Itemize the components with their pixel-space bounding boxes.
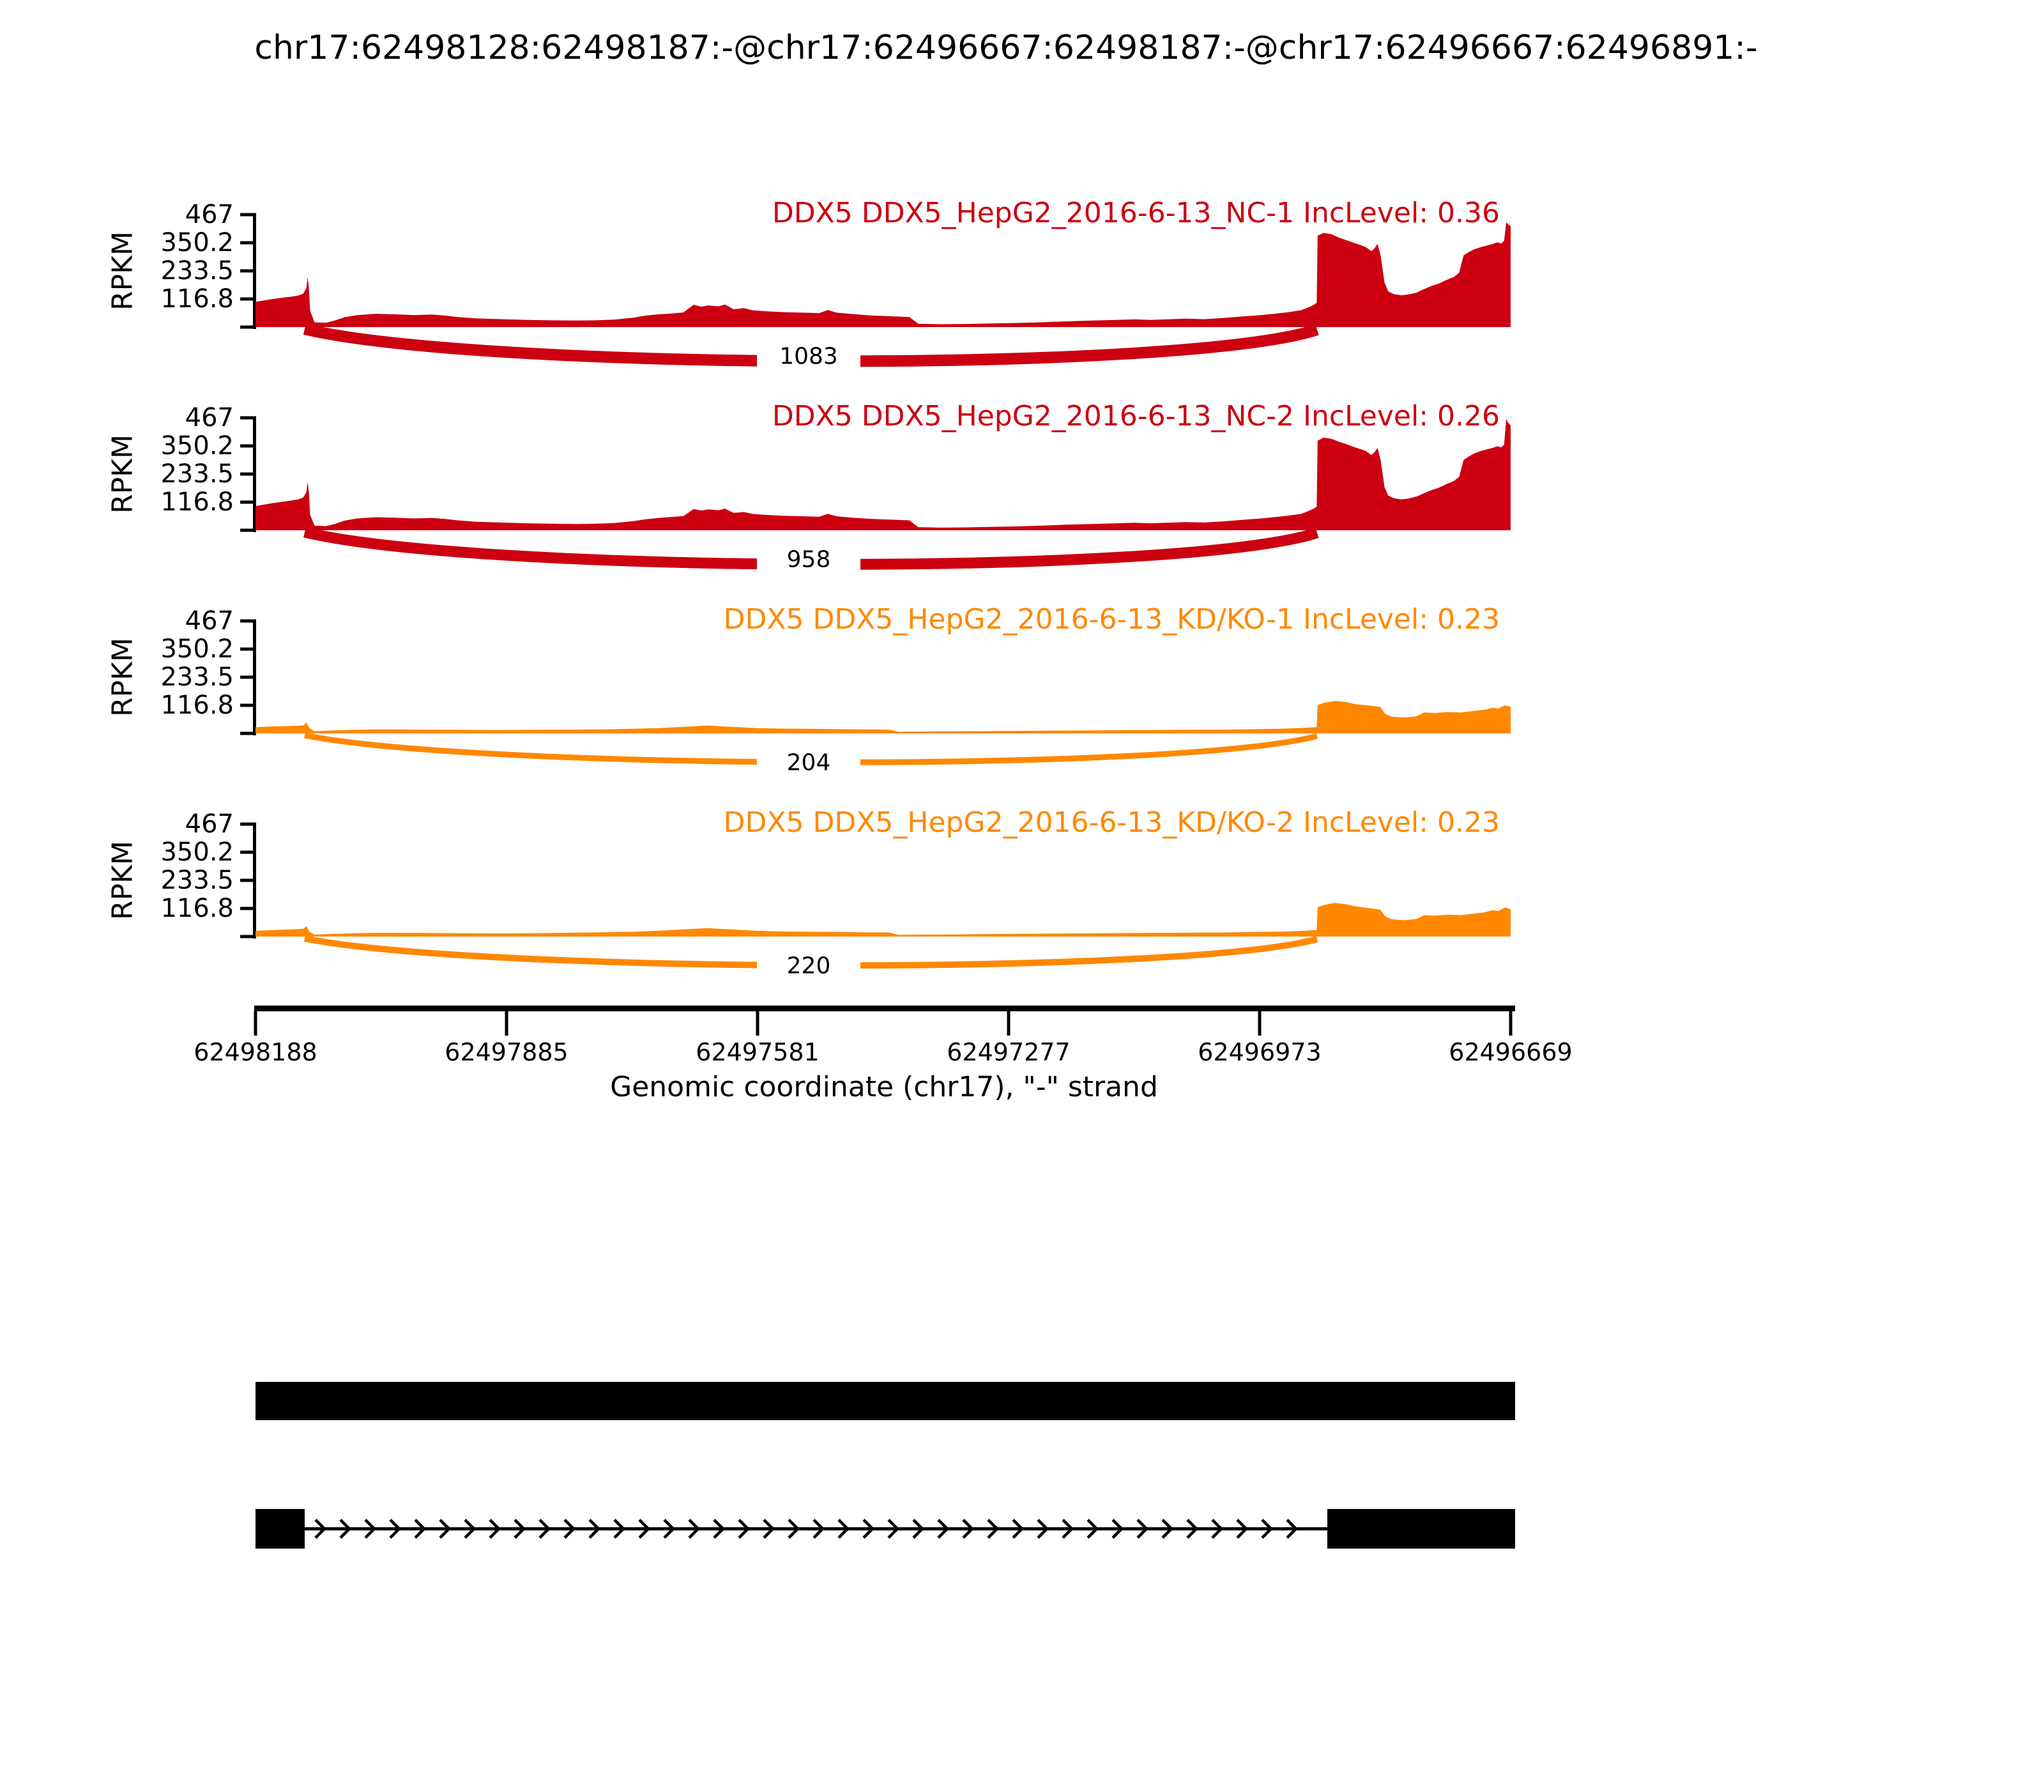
junction-read-count: 1083 [779,344,838,370]
y-axis-tick [240,850,256,854]
x-axis-tick [1509,1011,1513,1036]
y-axis-tick [240,500,256,504]
intron-strand-direction-arrows [314,1519,1299,1539]
junction-read-count: 958 [787,547,831,573]
y-tick-label: 233.5 [160,256,234,286]
track-label: DDX5 DDX5_HepG2_2016-6-13_KD/KO-1 IncLev… [724,603,1500,636]
x-axis-title: Genomic coordinate (chr17), "-" strand [610,1071,1158,1103]
y-tick-label: 467 [185,200,234,229]
plot-title: chr17:62498128:62498187:-@chr17:62496667… [254,29,1757,67]
y-tick-label: 116.8 [160,284,234,314]
junction-label-gap [757,542,860,580]
junction-label-gap [757,339,860,377]
y-tick-label: 116.8 [160,487,234,517]
y-tick-label: 233.5 [160,866,234,895]
x-tick-label: 62497277 [947,1038,1070,1066]
y-axis-tick [240,241,256,245]
x-tick-label: 62496973 [1198,1038,1321,1066]
inclusion-isoform-exon [256,1382,1515,1420]
y-tick-label: 116.8 [160,691,234,720]
coverage-area [256,418,1511,530]
y-axis-title: RPKM [107,638,139,717]
y-axis-tick [240,703,256,707]
y-axis-tick [240,907,256,910]
y-axis-tick [240,269,256,273]
skipping-isoform-exon-left [256,1509,305,1549]
coverage-area [256,701,1511,733]
x-tick-label: 62497581 [696,1038,819,1066]
isoform-structures [256,1382,1515,1549]
coverage-tracks: DDX5 DDX5_HepG2_2016-6-13_NC-1 IncLevel:… [107,197,1511,986]
skipping-isoform-intron-line [305,1527,1327,1531]
y-axis-tick [240,878,256,882]
y-tick-label: 350.2 [160,228,234,257]
y-axis-tick [240,647,256,651]
x-axis-tick [1007,1011,1011,1036]
y-axis-tick [240,472,256,476]
skipping-isoform-exon-right [1327,1509,1515,1549]
genomic-x-axis: 62498188 62497885 62497581 62497277 62496973… [194,1006,1573,1103]
x-axis-line [254,1006,1515,1011]
y-axis-tick [240,444,256,448]
y-axis-tick [240,528,256,532]
x-tick-label: 62498188 [194,1038,317,1066]
y-axis-tick [240,325,256,329]
junction-label-gap [757,948,860,986]
y-tick-label: 467 [185,606,234,636]
x-axis-tick [505,1011,508,1036]
y-tick-label: 467 [185,403,234,433]
y-axis-tick [240,619,256,623]
junction-label-gap [757,745,860,783]
track-label: DDX5 DDX5_HepG2_2016-6-13_NC-2 IncLevel:… [772,400,1500,433]
y-tick-label: 467 [185,809,234,839]
y-tick-label: 233.5 [160,459,234,489]
track-4: DDX5 DDX5_HepG2_2016-6-13_KD/KO-2 IncLev… [107,806,1511,986]
x-tick-label: 62496669 [1449,1038,1572,1066]
track-3: DDX5 DDX5_HepG2_2016-6-13_KD/KO-1 IncLev… [107,603,1511,783]
y-axis-title: RPKM [107,231,139,310]
coverage-area [256,903,1511,937]
x-axis-tick [1258,1011,1262,1036]
y-axis-tick [240,935,256,938]
y-axis-tick [240,213,256,217]
junction-read-count: 220 [787,953,831,979]
x-axis-tick [254,1011,257,1036]
y-axis-tick [240,675,256,679]
y-axis-tick [240,416,256,420]
track-label: DDX5 DDX5_HepG2_2016-6-13_NC-1 IncLevel:… [772,197,1500,229]
track-label: DDX5 DDX5_HepG2_2016-6-13_KD/KO-2 IncLev… [724,806,1500,839]
y-tick-label: 116.8 [160,894,234,923]
y-tick-label: 350.2 [160,431,234,461]
y-axis-title: RPKM [107,434,139,514]
track-2: DDX5 DDX5_HepG2_2016-6-13_NC-2 IncLevel:… [107,400,1511,580]
y-axis-tick [240,822,256,826]
y-axis-title: RPKM [107,841,139,920]
x-tick-label: 62497885 [445,1038,568,1066]
y-tick-label: 350.2 [160,634,234,664]
y-axis-tick [240,731,256,735]
junction-read-count: 204 [787,750,831,776]
coverage-area [256,222,1511,327]
y-axis-tick [240,297,256,301]
y-tick-label: 350.2 [160,838,234,867]
track-1: DDX5 DDX5_HepG2_2016-6-13_NC-1 IncLevel:… [107,197,1511,377]
x-axis-tick [756,1011,759,1036]
y-tick-label: 233.5 [160,662,234,692]
